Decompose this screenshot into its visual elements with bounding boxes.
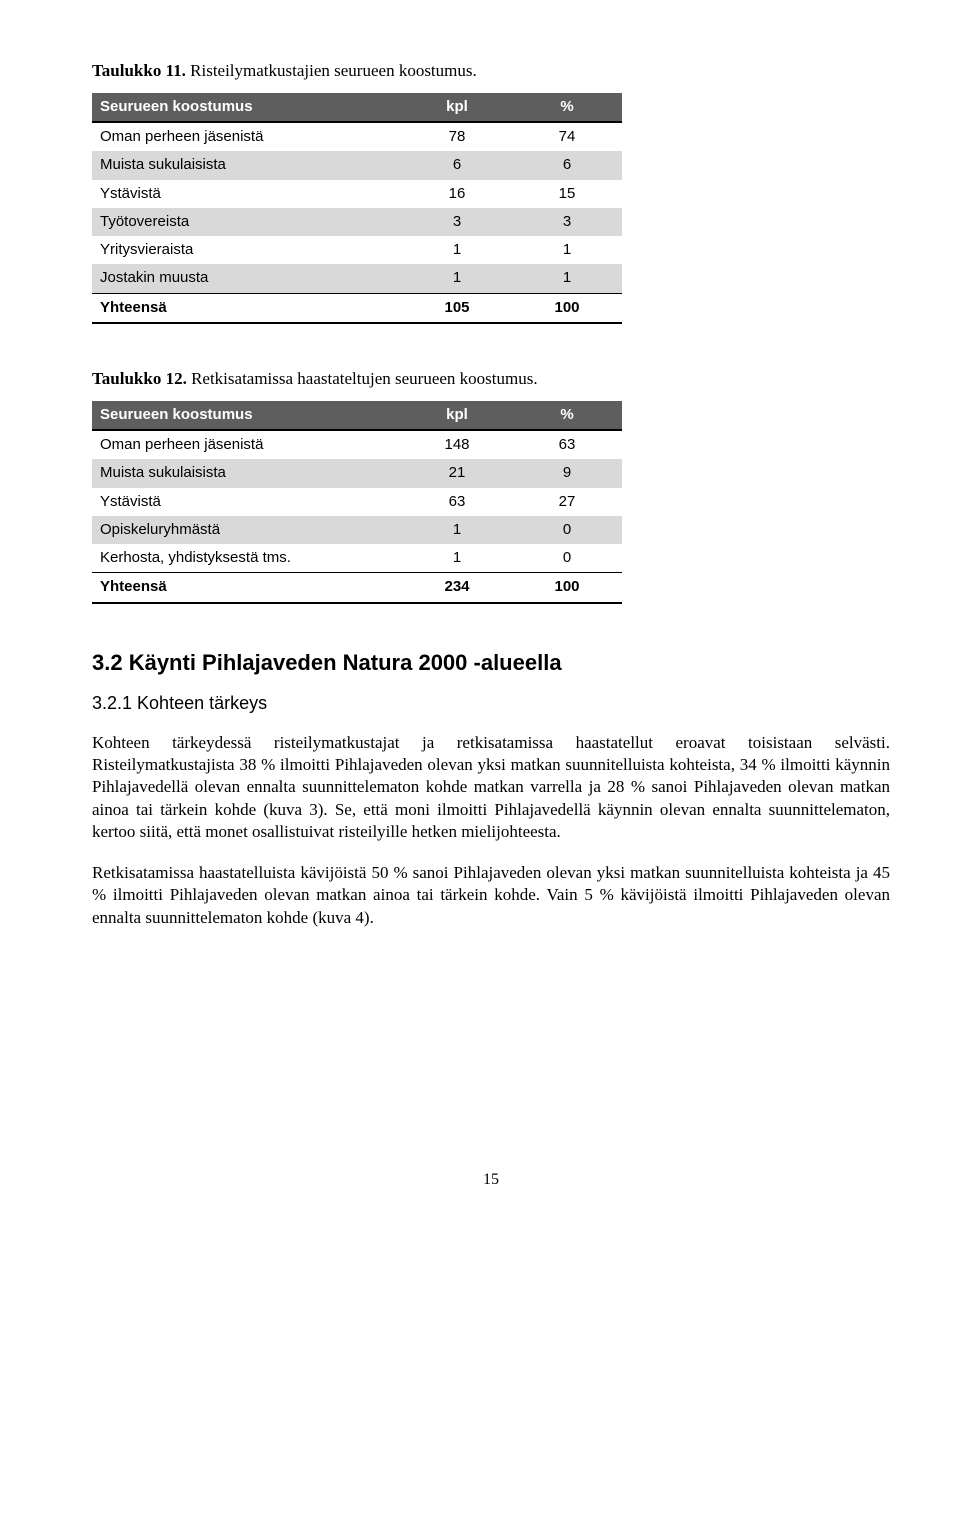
total-pct: 100 — [512, 293, 622, 323]
table11-caption-rest: Risteilymatkustajien seurueen koostumus. — [186, 61, 477, 80]
row-label: Ystävistä — [92, 488, 402, 516]
table-header-cell: kpl — [402, 93, 512, 122]
table-row: Opiskeluryhmästä10 — [92, 516, 622, 544]
row-pct: 0 — [512, 516, 622, 544]
page-number: 15 — [92, 1169, 890, 1191]
row-pct: 6 — [512, 151, 622, 179]
row-kpl: 1 — [402, 544, 512, 573]
table-header-cell: kpl — [402, 401, 512, 430]
row-label: Muista sukulaisista — [92, 151, 402, 179]
row-kpl: 78 — [402, 122, 512, 151]
row-label: Opiskeluryhmästä — [92, 516, 402, 544]
table-row: Oman perheen jäsenistä7874 — [92, 122, 622, 151]
row-kpl: 1 — [402, 236, 512, 264]
table11-caption-bold: Taulukko 11. — [92, 61, 186, 80]
table-total-row: Yhteensä105100 — [92, 293, 622, 323]
total-pct: 100 — [512, 573, 622, 603]
table-row: Ystävistä1615 — [92, 180, 622, 208]
row-label: Yritysvieraista — [92, 236, 402, 264]
row-label: Työtovereista — [92, 208, 402, 236]
table12-caption-rest: Retkisatamissa haastateltujen seurueen k… — [187, 369, 538, 388]
table11-caption: Taulukko 11. Risteilymatkustajien seurue… — [92, 60, 890, 83]
row-pct: 63 — [512, 430, 622, 459]
total-kpl: 105 — [402, 293, 512, 323]
table-row: Yritysvieraista11 — [92, 236, 622, 264]
row-pct: 27 — [512, 488, 622, 516]
row-kpl: 21 — [402, 459, 512, 487]
paragraph-2: Retkisatamissa haastatelluista kävijöist… — [92, 862, 890, 929]
table-row: Jostakin muusta11 — [92, 264, 622, 293]
row-kpl: 63 — [402, 488, 512, 516]
row-kpl: 148 — [402, 430, 512, 459]
row-kpl: 1 — [402, 516, 512, 544]
row-label: Jostakin muusta — [92, 264, 402, 293]
row-kpl: 1 — [402, 264, 512, 293]
total-kpl: 234 — [402, 573, 512, 603]
table12-caption-bold: Taulukko 12. — [92, 369, 187, 388]
section-subheading: 3.2.1 Kohteen tärkeys — [92, 691, 890, 715]
table-row: Muista sukulaisista66 — [92, 151, 622, 179]
table-row: Ystävistä6327 — [92, 488, 622, 516]
row-pct: 9 — [512, 459, 622, 487]
table12-caption: Taulukko 12. Retkisatamissa haastateltuj… — [92, 368, 890, 391]
section-heading: 3.2 Käynti Pihlajaveden Natura 2000 -alu… — [92, 648, 890, 678]
table11: Seurueen koostumuskpl%Oman perheen jäsen… — [92, 93, 622, 324]
table-row: Kerhosta, yhdistyksestä tms.10 — [92, 544, 622, 573]
table-header-cell: Seurueen koostumus — [92, 401, 402, 430]
table-row: Oman perheen jäsenistä14863 — [92, 430, 622, 459]
table-total-row: Yhteensä234100 — [92, 573, 622, 603]
row-label: Oman perheen jäsenistä — [92, 122, 402, 151]
row-kpl: 6 — [402, 151, 512, 179]
row-pct: 74 — [512, 122, 622, 151]
table-header-cell: Seurueen koostumus — [92, 93, 402, 122]
table12: Seurueen koostumuskpl%Oman perheen jäsen… — [92, 401, 622, 604]
table-header-cell: % — [512, 93, 622, 122]
total-label: Yhteensä — [92, 573, 402, 603]
row-pct: 1 — [512, 264, 622, 293]
row-pct: 3 — [512, 208, 622, 236]
table-row: Muista sukulaisista219 — [92, 459, 622, 487]
row-label: Muista sukulaisista — [92, 459, 402, 487]
row-kpl: 16 — [402, 180, 512, 208]
row-pct: 15 — [512, 180, 622, 208]
table-header-cell: % — [512, 401, 622, 430]
row-label: Kerhosta, yhdistyksestä tms. — [92, 544, 402, 573]
row-pct: 0 — [512, 544, 622, 573]
row-label: Oman perheen jäsenistä — [92, 430, 402, 459]
total-label: Yhteensä — [92, 293, 402, 323]
row-kpl: 3 — [402, 208, 512, 236]
row-label: Ystävistä — [92, 180, 402, 208]
row-pct: 1 — [512, 236, 622, 264]
paragraph-1: Kohteen tärkeydessä risteilymatkustajat … — [92, 732, 890, 844]
table-row: Työtovereista33 — [92, 208, 622, 236]
